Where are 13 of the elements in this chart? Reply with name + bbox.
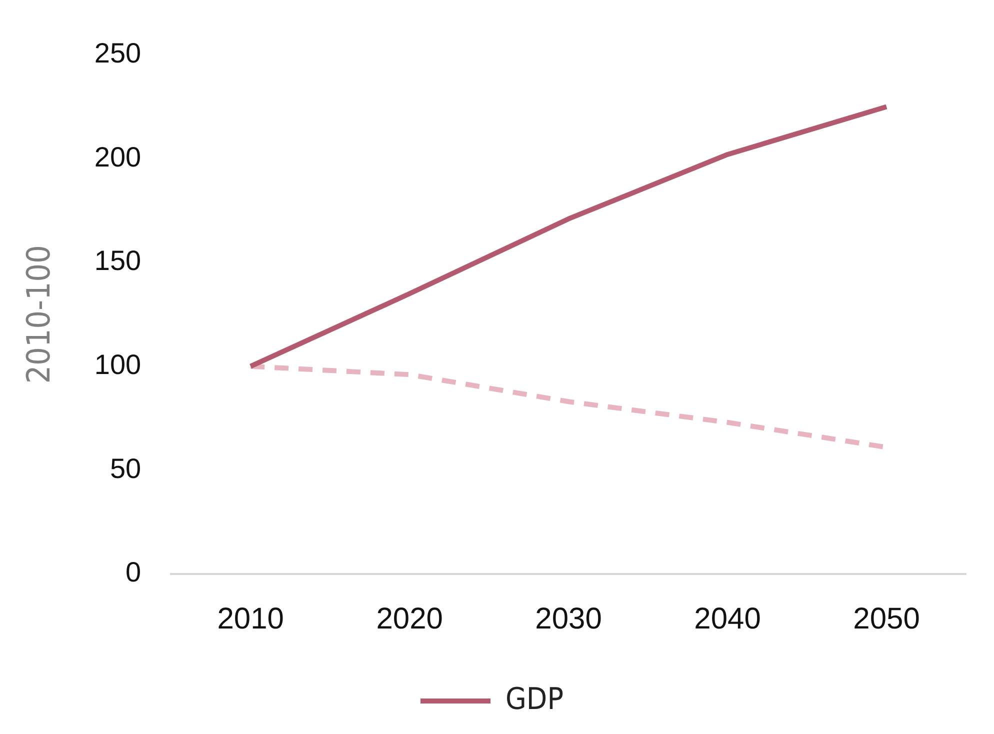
- x-tick-label: 2040: [694, 602, 761, 636]
- x-tick-label: 2010: [217, 602, 284, 636]
- y-tick-label: 200: [94, 141, 142, 172]
- y-tick-label: 50: [110, 452, 142, 484]
- y-tick-label: 0: [126, 556, 142, 588]
- x-tick-label: 2020: [376, 602, 443, 636]
- y-tick-label: 150: [94, 245, 142, 276]
- y-tick-label: 250: [94, 38, 142, 69]
- y-axis-title: 2010-100: [20, 245, 58, 384]
- legend-label: GDP: [506, 682, 564, 717]
- y-tick-label: 100: [94, 349, 142, 380]
- x-tick-label: 2030: [535, 602, 602, 636]
- x-tick-label: 2050: [853, 602, 920, 636]
